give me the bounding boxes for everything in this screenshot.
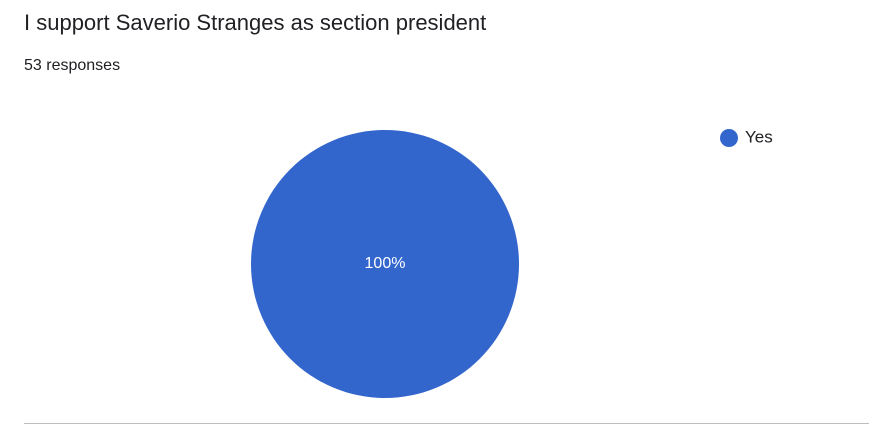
legend-label: Yes <box>745 127 773 146</box>
pie-slice <box>251 130 519 398</box>
chart-title: I support Saverio Stranges as section pr… <box>24 10 486 35</box>
slice-label: 100% <box>365 255 406 272</box>
response-count: 53 responses <box>24 57 120 74</box>
legend-swatch <box>720 129 738 147</box>
